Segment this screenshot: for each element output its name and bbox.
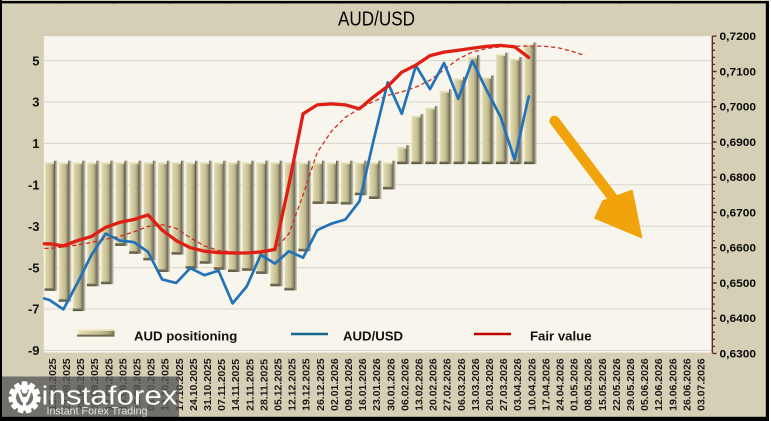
svg-text:-5: -5 [28, 260, 40, 275]
svg-text:0,7200: 0,7200 [720, 31, 757, 43]
svg-text:15.05.2026: 15.05.2026 [597, 358, 609, 411]
svg-text:27.03.2026: 27.03.2026 [498, 358, 510, 411]
svg-text:20.03.2026: 20.03.2026 [484, 358, 496, 411]
svg-text:20.02.2026: 20.02.2026 [428, 358, 440, 411]
svg-text:Fair value: Fair value [530, 328, 592, 343]
svg-text:06.03.2026: 06.03.2026 [456, 358, 468, 411]
svg-text:06.02.2026: 06.02.2026 [399, 358, 411, 411]
svg-text:21.11.2025: 21.11.2025 [244, 359, 256, 411]
svg-text:0,6600: 0,6600 [720, 243, 757, 255]
svg-text:0,6700: 0,6700 [720, 208, 757, 220]
svg-text:0,7100: 0,7100 [720, 67, 757, 79]
svg-text:12.12.2025: 12.12.2025 [287, 358, 299, 411]
svg-text:31.10.2025: 31.10.2025 [202, 358, 214, 411]
svg-text:0,6300: 0,6300 [720, 348, 757, 360]
svg-text:0,6400: 0,6400 [720, 313, 757, 325]
svg-text:0,6800: 0,6800 [720, 172, 757, 184]
svg-text:07.11.2025: 07.11.2025 [216, 359, 228, 411]
svg-text:-1: -1 [28, 178, 40, 193]
svg-text:AUD positioning: AUD positioning [134, 328, 237, 343]
svg-text:16.01.2026: 16.01.2026 [357, 358, 369, 411]
svg-text:03.07.2026: 03.07.2026 [696, 358, 708, 411]
svg-text:30.01.2026: 30.01.2026 [385, 358, 397, 411]
svg-text:10.04.2026: 10.04.2026 [526, 358, 538, 411]
svg-text:28.11.2025: 28.11.2025 [258, 359, 270, 411]
svg-text:1: 1 [32, 136, 39, 151]
svg-text:26.12.2025: 26.12.2025 [315, 358, 327, 411]
svg-text:27.02.2026: 27.02.2026 [442, 358, 454, 411]
svg-text:24.10.2025: 24.10.2025 [188, 358, 200, 411]
svg-text:5: 5 [32, 53, 39, 68]
svg-text:0,7000: 0,7000 [720, 102, 757, 114]
svg-text:01.05.2026: 01.05.2026 [569, 358, 581, 411]
svg-text:13.02.2026: 13.02.2026 [414, 358, 426, 411]
svg-text:26.06.2026: 26.06.2026 [681, 358, 693, 411]
svg-text:05.06.2026: 05.06.2026 [639, 358, 651, 411]
svg-text:0,6900: 0,6900 [720, 137, 757, 149]
svg-text:02.01.2026: 02.01.2026 [329, 358, 341, 411]
svg-text:17.04.2026: 17.04.2026 [540, 358, 552, 411]
svg-text:0,6500: 0,6500 [720, 278, 757, 290]
svg-text:AUD/USD: AUD/USD [343, 328, 403, 343]
svg-text:05.12.2025: 05.12.2025 [273, 358, 285, 411]
svg-text:14.11.2025: 14.11.2025 [230, 359, 242, 411]
svg-text:08.05.2026: 08.05.2026 [583, 358, 595, 411]
svg-text:Instant Forex Trading: Instant Forex Trading [47, 405, 148, 417]
svg-text:24.04.2026: 24.04.2026 [555, 358, 567, 411]
svg-text:3: 3 [32, 95, 39, 110]
svg-text:03.04.2026: 03.04.2026 [512, 358, 524, 411]
svg-text:-9: -9 [28, 343, 40, 358]
svg-text:23.01.2026: 23.01.2026 [371, 358, 383, 411]
svg-text:09.01.2026: 09.01.2026 [343, 358, 355, 411]
svg-text:instaforex: instaforex [42, 383, 178, 411]
svg-text:12.06.2026: 12.06.2026 [653, 358, 665, 411]
svg-text:-3: -3 [28, 219, 40, 234]
svg-text:13.03.2026: 13.03.2026 [470, 358, 482, 411]
svg-text:AUD/USD: AUD/USD [338, 8, 415, 30]
svg-text:29.05.2026: 29.05.2026 [625, 358, 637, 411]
svg-text:19.06.2026: 19.06.2026 [667, 358, 679, 411]
svg-text:19.12.2025: 19.12.2025 [301, 358, 313, 411]
svg-text:-7: -7 [28, 302, 40, 317]
svg-text:22.05.2026: 22.05.2026 [611, 358, 623, 411]
